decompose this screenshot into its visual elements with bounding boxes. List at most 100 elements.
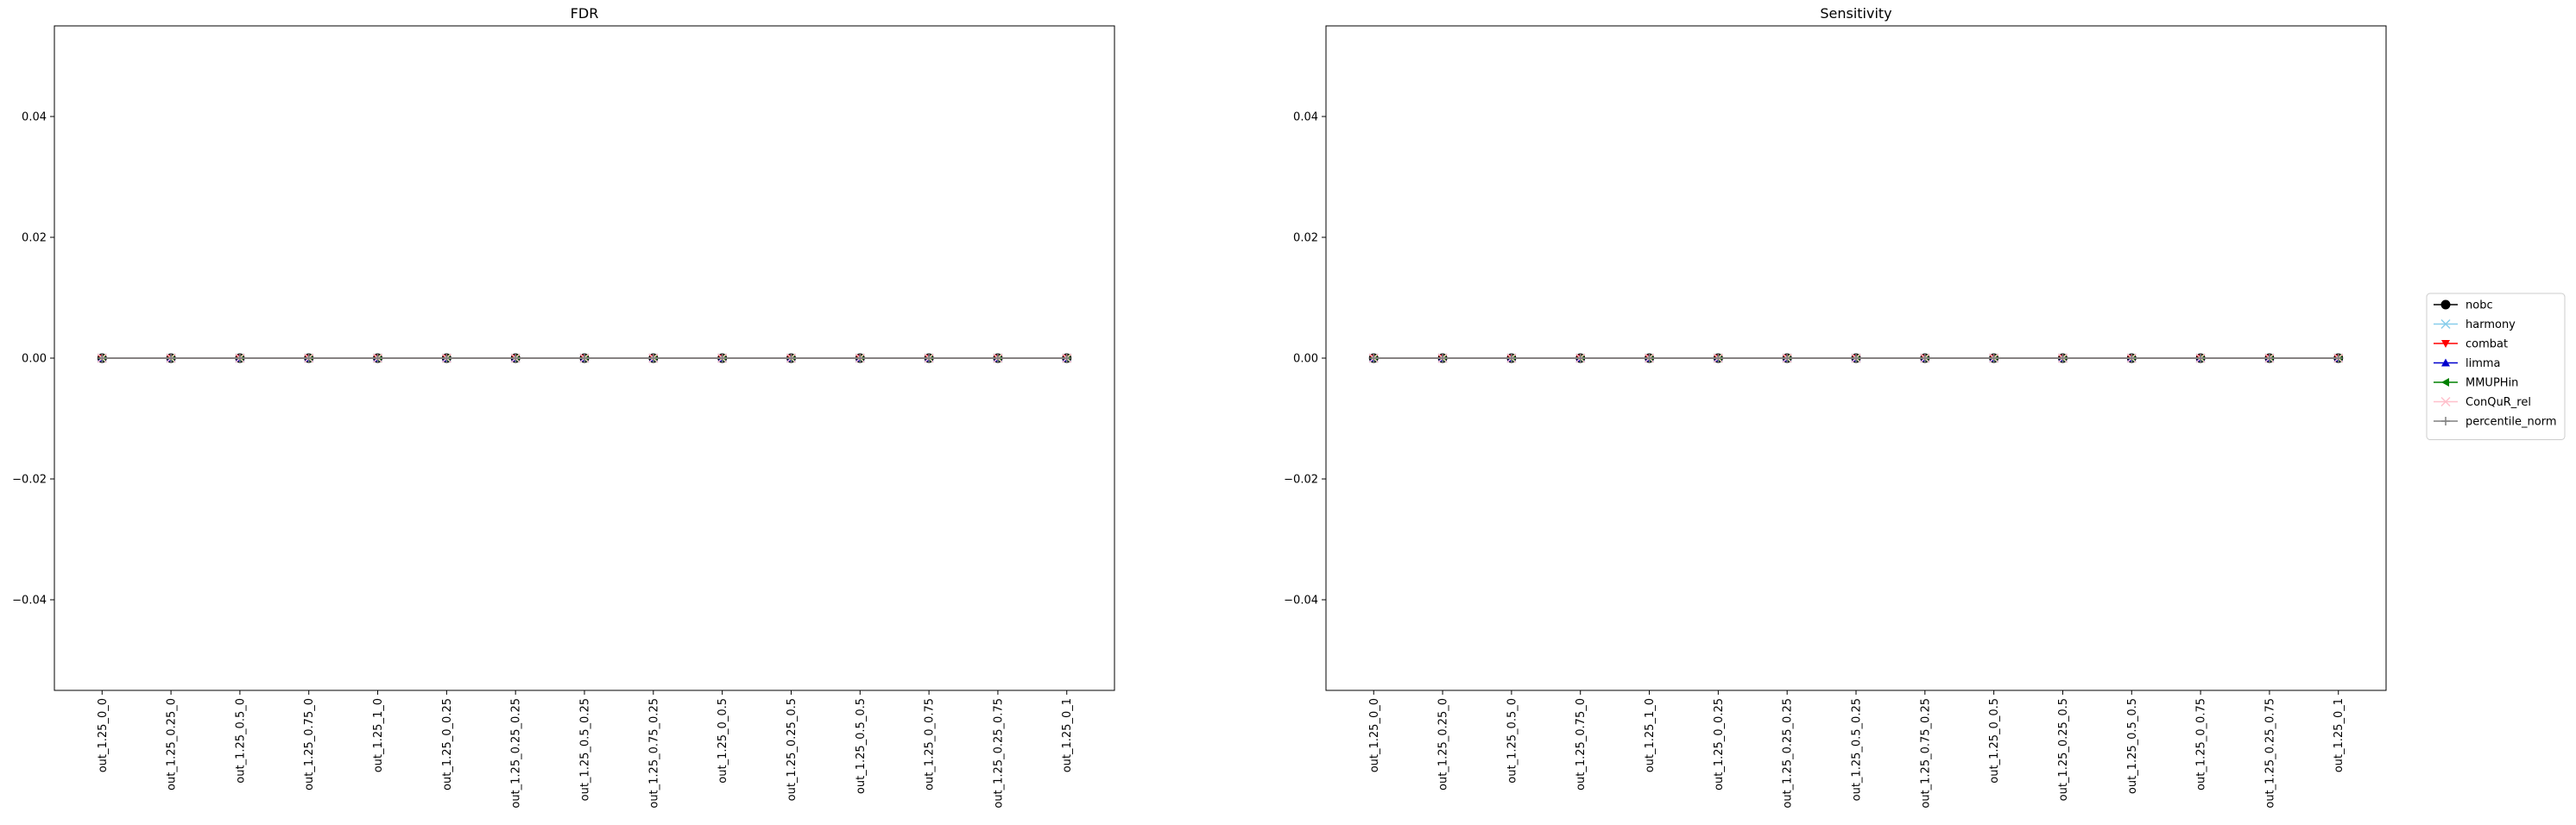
sensitivity-x-tick: out_1.25_0.5_0.5: [2126, 690, 2139, 794]
fdr-y-tick: 0.00: [22, 353, 54, 366]
sensitivity-data-point: [1575, 354, 1585, 362]
fdr-x-tick-label: out_1.25_0.25_0.75: [992, 698, 1005, 809]
fdr-data-point: [442, 354, 451, 362]
sensitivity-x-tick: out_1.25_0.25_0.75: [2263, 690, 2276, 809]
fdr-x-tick-label: out_1.25_0.75_0: [303, 698, 316, 790]
fdr-x-tick: out_1.25_0.5_0: [234, 690, 247, 784]
fdr-data-point: [235, 354, 244, 362]
sensitivity-data-point: [1852, 354, 1860, 362]
legend-label: combat: [2466, 338, 2508, 351]
sensitivity-x-tick-label: out_1.25_1_0: [1644, 698, 1657, 772]
legend-marker: [2440, 299, 2451, 310]
fdr-x-tick: out_1.25_0.75_0.25: [647, 690, 660, 809]
fdr-data-point: [167, 354, 176, 362]
sensitivity-x-tick: out_1.25_0_1: [2333, 690, 2346, 772]
fdr-y-tick-label: −0.04: [12, 595, 47, 608]
legend-entry-mmuphin: MMUPHin: [2434, 377, 2518, 390]
fdr-title: FDR: [571, 5, 599, 22]
fdr-panel: FDR −0.04 −0.02 0.00 0.02 0.04 out_1.25_0_0 ou…: [12, 5, 1115, 809]
fdr-x-tick-label: out_1.25_0_0.5: [717, 698, 729, 784]
fdr-x-tick-label: out_1.25_0.25_0: [166, 698, 179, 790]
legend-entry-nobc: nobc: [2434, 299, 2493, 312]
fdr-x-tick: out_1.25_0_0.75: [924, 690, 937, 790]
sensitivity-y-tick: 0.04: [1293, 111, 1326, 124]
fdr-x-tick: out_1.25_0.25_0: [166, 690, 179, 790]
fdr-y-tick-label: 0.04: [22, 111, 47, 124]
sensitivity-data-point: [1438, 354, 1448, 362]
legend-entry-combat: combat: [2434, 338, 2508, 351]
fdr-data-point: [786, 354, 796, 362]
fdr-x-tick-label: out_1.25_0_1: [1061, 698, 1074, 772]
sensitivity-y-tick-label: −0.04: [1284, 595, 1318, 608]
sensitivity-data-point: [2264, 354, 2274, 362]
fdr-y-tick: 0.04: [22, 111, 54, 124]
sensitivity-x-tick-label: out_1.25_0.75_0: [1575, 698, 1588, 790]
fdr-x-tick: out_1.25_0.75_0: [303, 690, 316, 790]
sensitivity-data-point: [1714, 354, 1723, 362]
sensitivity-x-tick-label: out_1.25_0.25_0: [1437, 698, 1450, 790]
legend-label: limma: [2466, 357, 2501, 370]
fdr-x-tick-label: out_1.25_0.5_0.5: [855, 698, 868, 794]
fdr-x-tick: out_1.25_0_1: [1061, 690, 1074, 772]
legend-marker: [2440, 396, 2451, 407]
sensitivity-y-tick-label: 0.02: [1293, 232, 1318, 245]
fdr-data-point: [511, 354, 521, 362]
sensitivity-x-tick-label: out_1.25_0.25_0.75: [2263, 698, 2276, 809]
sensitivity-x-tick-label: out_1.25_0_0.5: [1988, 698, 2001, 784]
sensitivity-y-tick-label: 0.00: [1293, 353, 1318, 366]
legend-entry-conqur-rel: ConQuR_rel: [2434, 396, 2531, 409]
fdr-x-tick-label: out_1.25_0_0.75: [924, 698, 937, 790]
sensitivity-x-tick-label: out_1.25_0.75_0.25: [1919, 698, 1932, 809]
sensitivity-x-tick-label: out_1.25_0.25_0.25: [1782, 698, 1795, 809]
fdr-data-point: [580, 354, 589, 362]
fdr-data-point: [373, 354, 382, 362]
sensitivity-data-point: [1645, 354, 1654, 362]
legend-label: percentile_norm: [2466, 416, 2557, 429]
sensitivity-y-tick-label: −0.02: [1284, 474, 1318, 487]
sensitivity-data-point: [2127, 354, 2137, 362]
legend-entry-harmony: harmony: [2434, 318, 2516, 331]
sensitivity-x-tick: out_1.25_0.75_0: [1575, 690, 1588, 790]
fdr-x-tick-label: out_1.25_0_0: [97, 698, 110, 772]
legend-entry-percentile-norm: percentile_norm: [2434, 416, 2557, 429]
sensitivity-x-tick-label: out_1.25_0.5_0.25: [1851, 698, 1864, 801]
fdr-data-point: [925, 354, 934, 362]
sensitivity-x-tick: out_1.25_0.25_0: [1437, 690, 1450, 790]
sensitivity-x-tick: out_1.25_0.5_0.25: [1851, 690, 1864, 801]
sensitivity-y-tick: 0.02: [1293, 232, 1326, 245]
fdr-x-tick-label: out_1.25_0.5_0.25: [579, 698, 592, 801]
fdr-x-tick: out_1.25_0_0.5: [717, 690, 729, 784]
sensitivity-data-point: [1369, 354, 1379, 362]
sensitivity-x-tick: out_1.25_0.5_0: [1506, 690, 1518, 784]
fdr-y-tick-label: 0.00: [22, 353, 47, 366]
sensitivity-data-point: [1920, 354, 1929, 362]
legend-marker: [2440, 318, 2451, 330]
sensitivity-x-tick-label: out_1.25_0_0.25: [1713, 698, 1726, 790]
legend-label: ConQuR_rel: [2466, 396, 2531, 409]
sensitivity-data-point: [1783, 354, 1792, 362]
sensitivity-data-point: [2196, 354, 2206, 362]
sensitivity-y-tick-label: 0.04: [1293, 111, 1318, 124]
sensitivity-x-tick-label: out_1.25_0_0: [1368, 698, 1381, 772]
fdr-data-point: [1062, 354, 1071, 362]
sensitivity-x-tick-label: out_1.25_0.25_0.5: [2057, 698, 2070, 801]
sensitivity-y-tick: −0.02: [1284, 474, 1326, 487]
fdr-x-tick-label: out_1.25_1_0: [372, 698, 385, 772]
fdr-data-point: [717, 354, 727, 362]
legend-label: nobc: [2466, 299, 2493, 312]
sensitivity-data-point: [2333, 354, 2343, 362]
legend-label: MMUPHin: [2466, 377, 2518, 390]
fdr-y-tick: −0.04: [12, 595, 54, 608]
sensitivity-x-tick-label: out_1.25_0_1: [2333, 698, 2346, 772]
fdr-y-tick-label: 0.02: [22, 232, 47, 245]
fdr-y-tick: −0.02: [12, 474, 54, 487]
sensitivity-x-tick: out_1.25_0.25_0.25: [1782, 690, 1795, 809]
legend-entry-limma: limma: [2434, 357, 2501, 370]
fdr-data-point: [304, 354, 313, 362]
sensitivity-x-tick: out_1.25_0_0.5: [1988, 690, 2001, 784]
legend-marker: [2441, 378, 2449, 387]
legend-marker: [2441, 340, 2450, 348]
legend-marker: [2441, 358, 2450, 367]
